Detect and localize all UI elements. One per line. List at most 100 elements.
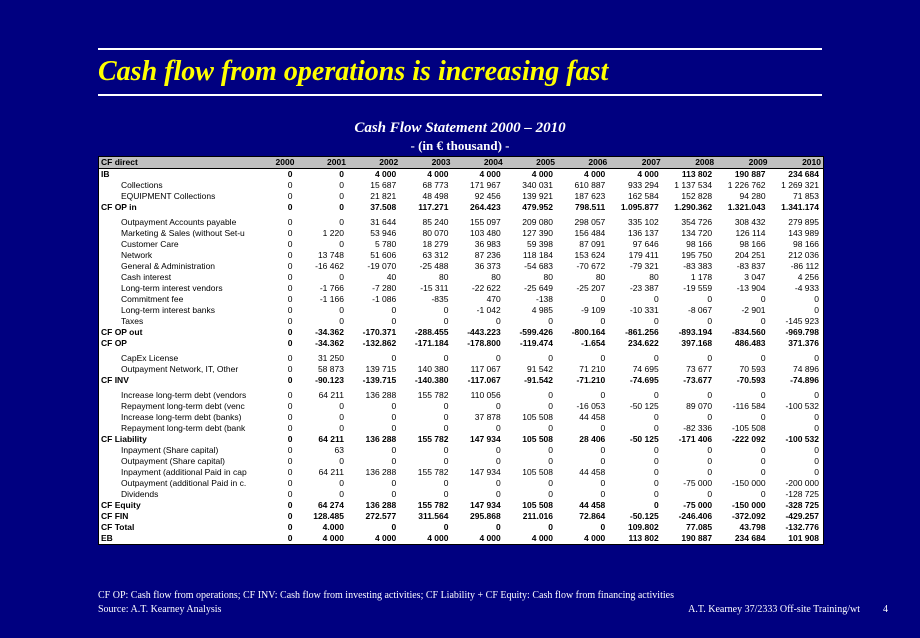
cell-value: 1 269 321 [770, 180, 823, 191]
cell-value: 0 [452, 316, 504, 327]
cell-value: -50.125 [609, 511, 662, 522]
cell-value: 101 908 [770, 533, 823, 544]
cell-value: -34.362 [296, 338, 348, 349]
cell-value: -119.474 [505, 338, 557, 349]
cell-value: -25 649 [505, 283, 557, 294]
cell-value: 0 [400, 522, 452, 533]
row-label: EB [99, 533, 249, 544]
cell-value: -15 311 [400, 283, 452, 294]
cell-value: 610 887 [557, 180, 609, 191]
row-label: Outpayment (Share capital) [99, 456, 249, 467]
cell-value: 4 000 [557, 533, 609, 544]
cell-value: -1 042 [452, 305, 504, 316]
cell-value: 3 047 [716, 272, 769, 283]
cell-value: 0 [505, 489, 557, 500]
col-header: 2003 [400, 157, 452, 169]
cell-value: 0 [249, 390, 297, 401]
cell-value: 136 288 [348, 434, 400, 445]
cell-value: -178.800 [452, 338, 504, 349]
cell-value: 0 [505, 316, 557, 327]
cell-value: 155 782 [400, 434, 452, 445]
cell-value: 0 [663, 456, 716, 467]
cell-value: 212 036 [770, 250, 823, 261]
cashflow-table: CF direct2000200120022003200420052006200… [99, 157, 823, 544]
cell-value: 0 [249, 239, 297, 250]
cell-value: 4.000 [296, 522, 348, 533]
cell-value: 74 695 [609, 364, 662, 375]
row-label: Long-term interest vendors [99, 283, 249, 294]
cell-value: 0 [296, 401, 348, 412]
table-row: CF Total04.00000000109.80277.08543.798-1… [99, 522, 823, 533]
cell-value: 0 [296, 202, 348, 213]
cell-value: 64 211 [296, 434, 348, 445]
cell-value: 28 406 [557, 434, 609, 445]
cell-value: 4 000 [557, 169, 609, 181]
cell-value: -835 [400, 294, 452, 305]
cell-value: 44 458 [557, 412, 609, 423]
cell-value: 0 [770, 294, 823, 305]
table-row: Outpayment Network, IT, Other058 873139 … [99, 364, 823, 375]
cell-value: 0 [348, 423, 400, 434]
cell-value: -443.223 [452, 327, 504, 338]
row-label: CF Equity [99, 500, 249, 511]
cell-value: 40 [348, 272, 400, 283]
table-row: Cash interest004080808080801 1783 0474 2… [99, 272, 823, 283]
cell-value: 77.085 [663, 522, 716, 533]
table-row: Collections0015 68768 773171 967340 0316… [99, 180, 823, 191]
cell-value: 0 [249, 434, 297, 445]
cell-value: 36 373 [452, 261, 504, 272]
page-title: Cash flow from operations is increasing … [98, 56, 822, 88]
table-row: Outpayment (additional Paid in c.0000000… [99, 478, 823, 489]
cell-value: 134 720 [663, 228, 716, 239]
cell-value: 486.483 [716, 338, 769, 349]
row-label: Collections [99, 180, 249, 191]
cell-value: 118 184 [505, 250, 557, 261]
cell-value: -8 067 [663, 305, 716, 316]
footnote-source: Source: A.T. Kearney Analysis [98, 604, 221, 615]
cell-value: 4 000 [400, 169, 452, 181]
col-header: 2008 [663, 157, 716, 169]
cell-value: 15 687 [348, 180, 400, 191]
cell-value: 0 [296, 412, 348, 423]
cell-value: -429.257 [770, 511, 823, 522]
cell-value: 0 [249, 489, 297, 500]
cell-value: 0 [557, 390, 609, 401]
table-row: CF OP0-34.362-132.862-171.184-178.800-11… [99, 338, 823, 349]
cell-value: 0 [505, 456, 557, 467]
cell-value: -139.715 [348, 375, 400, 386]
cell-value: 0 [249, 423, 297, 434]
table-row: Long-term interest vendors0-1 766-7 280-… [99, 283, 823, 294]
cell-value: 0 [557, 316, 609, 327]
row-label: CF FIN [99, 511, 249, 522]
cell-value: 147 934 [452, 467, 504, 478]
cell-value: 37.508 [348, 202, 400, 213]
row-label: CF Total [99, 522, 249, 533]
cell-value: 0 [716, 294, 769, 305]
cell-value: -372.092 [716, 511, 769, 522]
cell-value: 0 [249, 456, 297, 467]
cell-value: 0 [663, 294, 716, 305]
cell-value: 0 [557, 423, 609, 434]
cell-value: -117.067 [452, 375, 504, 386]
cell-value: -800.164 [557, 327, 609, 338]
cell-value: 92 456 [452, 191, 504, 202]
cell-value: 0 [557, 353, 609, 364]
cell-value: 4 000 [452, 169, 504, 181]
cell-value: -71.210 [557, 375, 609, 386]
cell-value: 0 [296, 239, 348, 250]
cell-value: 0 [452, 445, 504, 456]
cell-value: -23 387 [609, 283, 662, 294]
cell-value: 63 [296, 445, 348, 456]
cell-value: 0 [609, 500, 662, 511]
cell-value: 4 000 [505, 169, 557, 181]
cell-value: 0 [609, 294, 662, 305]
cell-value: -16 462 [296, 261, 348, 272]
cell-value: 98 166 [770, 239, 823, 250]
cell-value: 272.577 [348, 511, 400, 522]
table-row: Dividends0000000000-128 725 [99, 489, 823, 500]
cell-value: 0 [348, 478, 400, 489]
cell-value: 209 080 [505, 217, 557, 228]
cell-value: 70 593 [716, 364, 769, 375]
cell-value: 0 [557, 456, 609, 467]
col-header: CF direct [99, 157, 249, 169]
